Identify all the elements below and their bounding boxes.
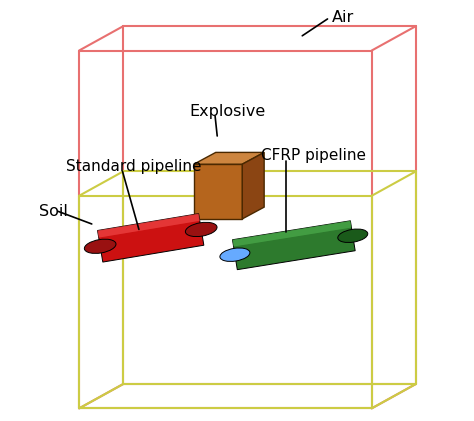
Text: Explosive: Explosive	[190, 104, 266, 119]
Polygon shape	[242, 152, 264, 219]
Ellipse shape	[185, 222, 217, 237]
Polygon shape	[232, 221, 355, 270]
Text: CFRP pipeline: CFRP pipeline	[262, 148, 366, 163]
Polygon shape	[194, 164, 242, 219]
Polygon shape	[232, 221, 351, 246]
Polygon shape	[98, 214, 200, 237]
Text: Air: Air	[332, 10, 354, 25]
Polygon shape	[232, 221, 351, 246]
Ellipse shape	[220, 248, 250, 261]
Polygon shape	[194, 152, 264, 164]
Text: Standard pipeline: Standard pipeline	[66, 159, 202, 174]
Ellipse shape	[338, 229, 368, 242]
Text: Soil: Soil	[39, 204, 68, 219]
Ellipse shape	[84, 239, 116, 253]
Polygon shape	[98, 214, 200, 237]
Polygon shape	[98, 214, 204, 262]
